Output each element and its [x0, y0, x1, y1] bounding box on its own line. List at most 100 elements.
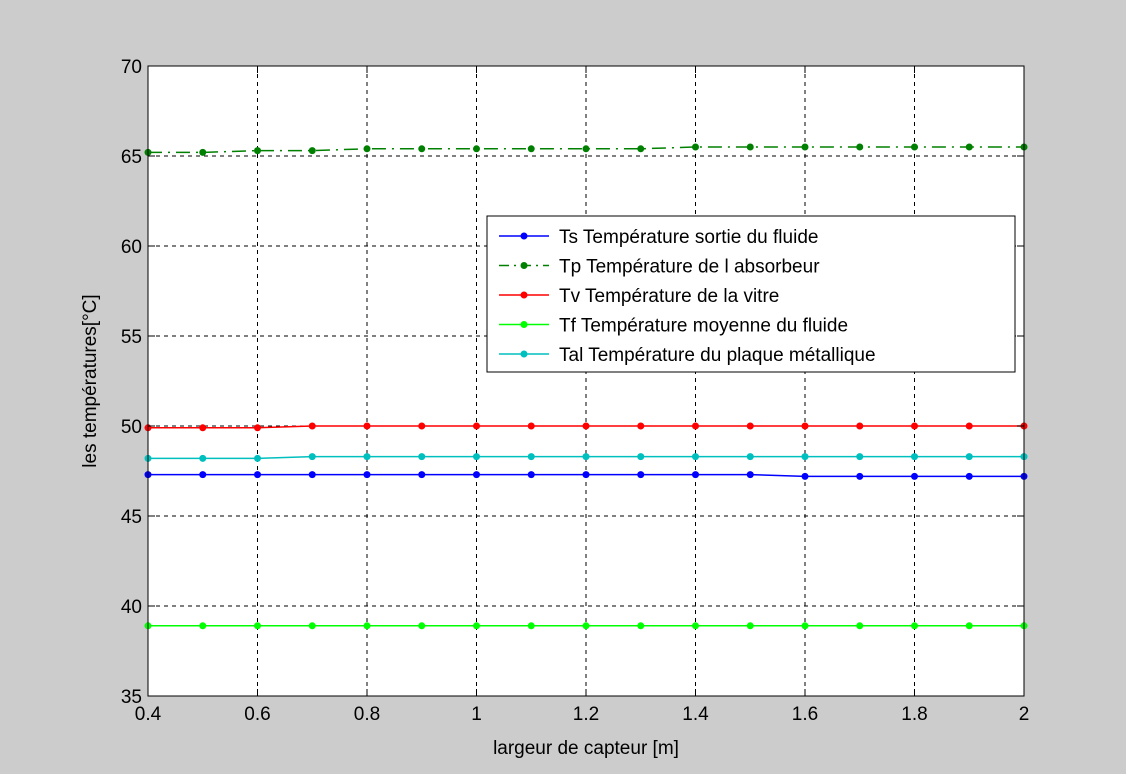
series-layer — [144, 143, 1028, 630]
data-point — [308, 147, 316, 155]
data-point — [199, 471, 207, 479]
data-point — [965, 143, 973, 151]
x-tick-label: 1 — [471, 704, 482, 725]
data-point — [856, 422, 864, 430]
x-tick-label: 2 — [1019, 704, 1030, 725]
data-point — [199, 424, 207, 432]
data-point — [637, 622, 645, 630]
y-axis-label: les températures[°C] — [80, 294, 101, 467]
data-point — [582, 453, 590, 461]
data-point — [527, 453, 535, 461]
data-point — [637, 145, 645, 153]
legend: Ts Température sortie du fluide Tp Tempér… — [486, 215, 1016, 373]
legend-label: Tal Température du plaque métallique — [559, 345, 876, 366]
data-point — [308, 453, 316, 461]
y-tick-label: 65 — [121, 147, 142, 168]
data-point — [637, 471, 645, 479]
x-tick-label: 0.4 — [135, 704, 162, 725]
y-tick-label: 70 — [121, 57, 142, 78]
data-point — [254, 622, 261, 630]
data-point — [418, 622, 426, 630]
data-point — [254, 424, 261, 432]
data-point — [856, 622, 864, 630]
data-point — [746, 143, 754, 151]
data-point — [308, 622, 316, 630]
data-point — [692, 453, 699, 461]
data-point — [746, 471, 754, 479]
data-point — [911, 422, 918, 430]
data-point — [473, 471, 480, 479]
data-point — [965, 622, 973, 630]
data-point — [801, 453, 809, 461]
data-point — [363, 471, 371, 479]
data-point — [637, 422, 645, 430]
data-point — [254, 471, 261, 479]
data-point — [801, 143, 809, 151]
data-point — [582, 471, 590, 479]
data-point — [473, 422, 480, 430]
data-point — [911, 143, 918, 151]
y-tick-label: 55 — [121, 327, 142, 348]
data-point — [746, 422, 754, 430]
data-point — [637, 453, 645, 461]
data-point — [746, 453, 754, 461]
series-4 — [144, 453, 1028, 462]
series-0 — [144, 471, 1028, 480]
data-point — [418, 422, 426, 430]
x-tick-label: 0.6 — [244, 704, 270, 725]
data-point — [911, 622, 918, 630]
data-point — [363, 145, 371, 153]
legend-marker — [520, 262, 528, 269]
data-point — [692, 622, 699, 630]
series-2 — [144, 422, 1028, 432]
y-tick-label: 35 — [121, 687, 142, 708]
data-point — [363, 422, 371, 430]
y-tick-label: 40 — [121, 597, 142, 618]
x-tick-label: 0.8 — [354, 704, 380, 725]
data-point — [473, 145, 480, 153]
data-point — [254, 147, 261, 155]
legend-marker — [520, 232, 528, 240]
data-point — [527, 622, 535, 630]
data-point — [527, 145, 535, 153]
data-point — [308, 471, 316, 479]
data-point — [527, 471, 535, 479]
legend-label: Tp Température de l absorbeur — [559, 257, 820, 278]
data-point — [801, 622, 809, 630]
x-tick-label: 1.2 — [573, 704, 599, 725]
y-tick-label: 60 — [121, 237, 142, 258]
data-point — [363, 622, 371, 630]
data-point — [418, 145, 426, 153]
legend-box — [486, 215, 1016, 373]
data-point — [965, 422, 973, 430]
data-point — [746, 622, 754, 630]
data-point — [692, 143, 699, 151]
data-point — [582, 422, 590, 430]
data-point — [911, 472, 918, 480]
data-point — [801, 472, 809, 480]
data-point — [199, 148, 207, 156]
ticks: 0.4 0.6 0.8 1 1.2 1.4 1.6 1.8 2 35 40 45 50 55 60 65 70 — [121, 57, 1029, 725]
data-point — [801, 422, 809, 430]
data-point — [965, 453, 973, 461]
y-tick-label: 50 — [121, 417, 142, 438]
data-point — [965, 472, 973, 480]
data-point — [199, 622, 207, 630]
series-3 — [144, 622, 1028, 630]
legend-label: Ts Température sortie du fluide — [559, 227, 818, 248]
x-tick-label: 1.4 — [682, 704, 709, 725]
data-point — [582, 145, 590, 153]
x-axis-label: largeur de capteur [m] — [493, 738, 679, 759]
data-point — [418, 453, 426, 461]
data-point — [254, 454, 261, 462]
data-point — [473, 453, 480, 461]
legend-label: Tv Température de la vitre — [559, 286, 779, 307]
x-tick-label: 1.8 — [901, 704, 927, 725]
data-point — [856, 453, 864, 461]
data-point — [527, 422, 535, 430]
series-line — [148, 146, 1024, 154]
legend-marker — [520, 321, 528, 328]
data-point — [856, 143, 864, 151]
legend-marker — [520, 291, 528, 299]
